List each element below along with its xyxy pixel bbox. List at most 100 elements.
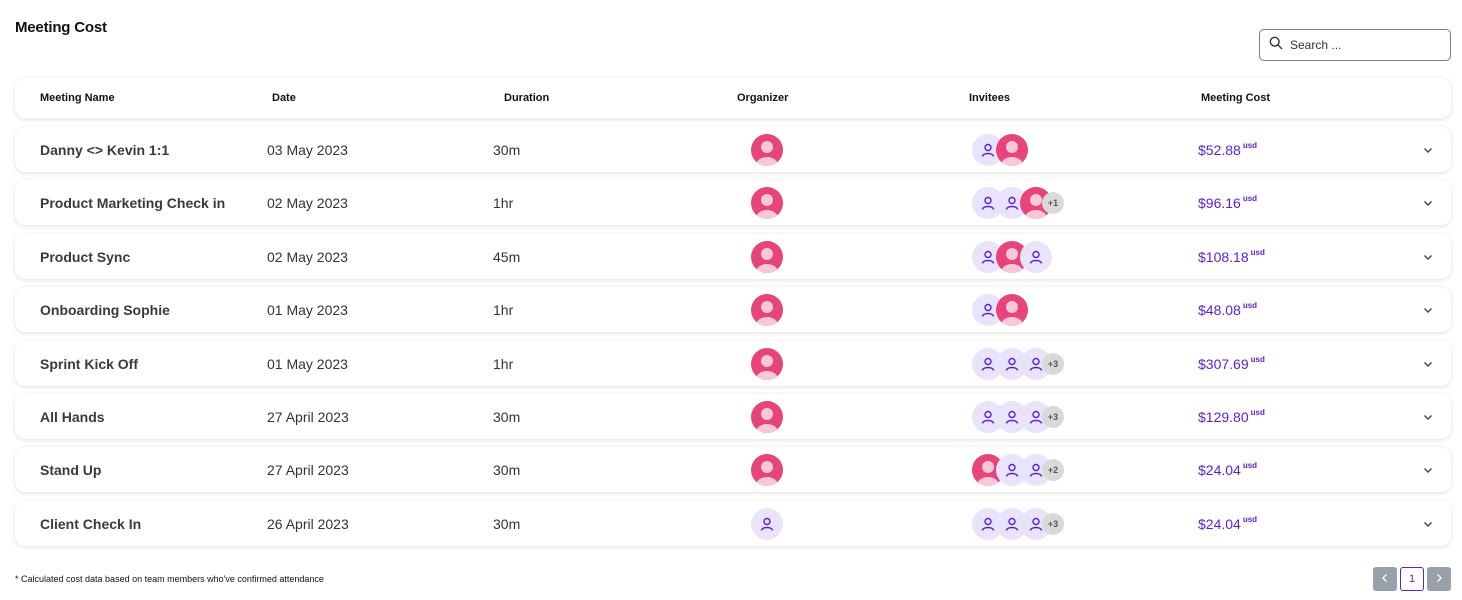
column-header-meeting-name[interactable]: Meeting Name bbox=[40, 92, 115, 104]
organizer-photo-avatar bbox=[751, 400, 783, 433]
meeting-duration: 30m bbox=[493, 141, 521, 158]
meeting-date: 02 May 2023 bbox=[267, 248, 348, 265]
chevron-down-icon bbox=[1423, 356, 1433, 372]
meeting-row[interactable]: All Hands 27 April 2023 30m +3 $129.80 usd bbox=[15, 394, 1451, 439]
meeting-date: 02 May 2023 bbox=[267, 194, 348, 211]
invitee-avatar-stack: +3 bbox=[972, 400, 1064, 433]
organizer-cell bbox=[751, 287, 783, 332]
meeting-row[interactable]: Onboarding Sophie 01 May 2023 1hr $48.08 usd bbox=[15, 287, 1451, 332]
search-icon bbox=[1269, 36, 1283, 55]
organizer-photo-avatar bbox=[751, 133, 783, 166]
meeting-duration: 1hr bbox=[493, 355, 514, 372]
prev-page-button[interactable] bbox=[1373, 567, 1397, 591]
meeting-row[interactable]: Product Marketing Check in 02 May 2023 1hr… bbox=[15, 180, 1451, 225]
currency-suffix: usd bbox=[1250, 408, 1265, 417]
meeting-name: Danny <> Kevin 1:1 bbox=[40, 141, 170, 158]
expand-row-button[interactable] bbox=[1423, 127, 1433, 172]
invitees-cell: +3 bbox=[972, 341, 1064, 386]
page-title: Meeting Cost bbox=[15, 19, 107, 36]
meeting-cost: $307.69 usd bbox=[1198, 341, 1265, 386]
more-invitees-badge: +2 bbox=[1042, 458, 1064, 481]
column-header-date[interactable]: Date bbox=[272, 92, 296, 104]
organizer-cell bbox=[751, 501, 783, 546]
cost-value: $96.16 bbox=[1198, 194, 1241, 211]
organizer-photo-avatar bbox=[751, 186, 783, 219]
invitee-photo-avatar bbox=[996, 293, 1028, 326]
meeting-duration: 1hr bbox=[493, 194, 514, 211]
meeting-date: 03 May 2023 bbox=[267, 141, 348, 158]
invitee-avatar-stack bbox=[972, 293, 1028, 326]
expand-row-button[interactable] bbox=[1423, 287, 1433, 332]
meeting-name: Product Sync bbox=[40, 248, 131, 265]
organizer-cell bbox=[751, 234, 783, 279]
meeting-name: Sprint Kick Off bbox=[40, 355, 139, 372]
organizer-cell bbox=[751, 341, 783, 386]
cost-value: $24.04 bbox=[1198, 515, 1241, 532]
meeting-row[interactable]: Client Check In 26 April 2023 30m +3 $24.04 u… bbox=[15, 501, 1451, 546]
meeting-cost: $108.18 usd bbox=[1198, 234, 1265, 279]
search-box[interactable] bbox=[1259, 29, 1451, 61]
currency-suffix: usd bbox=[1242, 461, 1258, 470]
expand-row-button[interactable] bbox=[1423, 447, 1433, 492]
meeting-cost: $24.04 usd bbox=[1198, 501, 1257, 546]
expand-row-button[interactable] bbox=[1423, 341, 1433, 386]
meeting-duration: 30m bbox=[493, 408, 521, 425]
meeting-date: 27 April 2023 bbox=[267, 408, 349, 425]
column-header-meeting-cost[interactable]: Meeting Cost bbox=[1201, 92, 1271, 104]
cost-value: $129.80 bbox=[1198, 408, 1249, 425]
footnote: * Calculated cost data based on team mem… bbox=[15, 574, 324, 584]
meeting-row[interactable]: Sprint Kick Off 01 May 2023 1hr +3 $307.69 us… bbox=[15, 341, 1451, 386]
currency-suffix: usd bbox=[1242, 194, 1258, 203]
currency-suffix: usd bbox=[1242, 141, 1258, 150]
invitee-avatar-stack bbox=[972, 133, 1028, 166]
invitee-placeholder-avatar bbox=[1020, 400, 1052, 433]
currency-suffix: usd bbox=[1250, 355, 1265, 364]
invitee-avatar-stack: +3 bbox=[972, 347, 1064, 380]
organizer-photo-avatar bbox=[751, 453, 783, 486]
meeting-name: Product Marketing Check in bbox=[40, 194, 226, 211]
invitees-cell: +1 bbox=[972, 180, 1064, 225]
meeting-name: Onboarding Sophie bbox=[40, 301, 170, 318]
meeting-duration: 30m bbox=[493, 461, 521, 478]
meeting-cost: $52.88 usd bbox=[1198, 127, 1257, 172]
currency-suffix: usd bbox=[1242, 515, 1258, 524]
next-page-button[interactable] bbox=[1427, 567, 1451, 591]
more-invitees-badge: +3 bbox=[1042, 512, 1064, 535]
column-header-duration[interactable]: Duration bbox=[504, 92, 550, 104]
page-number-button[interactable]: 1 bbox=[1400, 567, 1424, 591]
currency-suffix: usd bbox=[1250, 248, 1265, 257]
invitee-placeholder-avatar bbox=[1020, 240, 1052, 273]
expand-row-button[interactable] bbox=[1423, 234, 1433, 279]
meeting-name: All Hands bbox=[40, 408, 105, 425]
cost-value: $24.04 bbox=[1198, 461, 1241, 478]
expand-row-button[interactable] bbox=[1423, 394, 1433, 439]
search-input[interactable] bbox=[1290, 38, 1440, 52]
invitees-cell bbox=[972, 287, 1028, 332]
column-header-invitees[interactable]: Invitees bbox=[969, 92, 1010, 104]
more-invitees-badge: +1 bbox=[1042, 191, 1064, 214]
organizer-placeholder-avatar bbox=[751, 507, 783, 540]
organizer-cell bbox=[751, 127, 783, 172]
organizer-cell bbox=[751, 180, 783, 225]
expand-row-button[interactable] bbox=[1423, 180, 1433, 225]
meeting-row[interactable]: Stand Up 27 April 2023 30m +2 $24.04 usd bbox=[15, 447, 1451, 492]
organizer-cell bbox=[751, 394, 783, 439]
organizer-photo-avatar bbox=[751, 240, 783, 273]
more-invitees-badge: +3 bbox=[1042, 405, 1064, 428]
chevron-down-icon bbox=[1423, 462, 1433, 478]
meeting-row[interactable]: Product Sync 02 May 2023 45m $108.18 usd bbox=[15, 234, 1451, 279]
more-invitees-badge: +3 bbox=[1042, 352, 1064, 375]
invitee-avatar-stack bbox=[972, 240, 1052, 273]
meeting-date: 27 April 2023 bbox=[267, 461, 349, 478]
organizer-cell bbox=[751, 447, 783, 492]
meeting-duration: 30m bbox=[493, 515, 521, 532]
invitee-avatar-stack: +3 bbox=[972, 507, 1064, 540]
meeting-duration: 45m bbox=[493, 248, 521, 265]
meeting-date: 01 May 2023 bbox=[267, 301, 348, 318]
expand-row-button[interactable] bbox=[1423, 501, 1433, 546]
invitee-avatar-stack: +1 bbox=[972, 186, 1064, 219]
invitee-photo-avatar bbox=[1020, 186, 1052, 219]
organizer-photo-avatar bbox=[751, 347, 783, 380]
meeting-row[interactable]: Danny <> Kevin 1:1 03 May 2023 30m $52.88 us… bbox=[15, 127, 1451, 172]
column-header-organizer[interactable]: Organizer bbox=[737, 92, 789, 104]
